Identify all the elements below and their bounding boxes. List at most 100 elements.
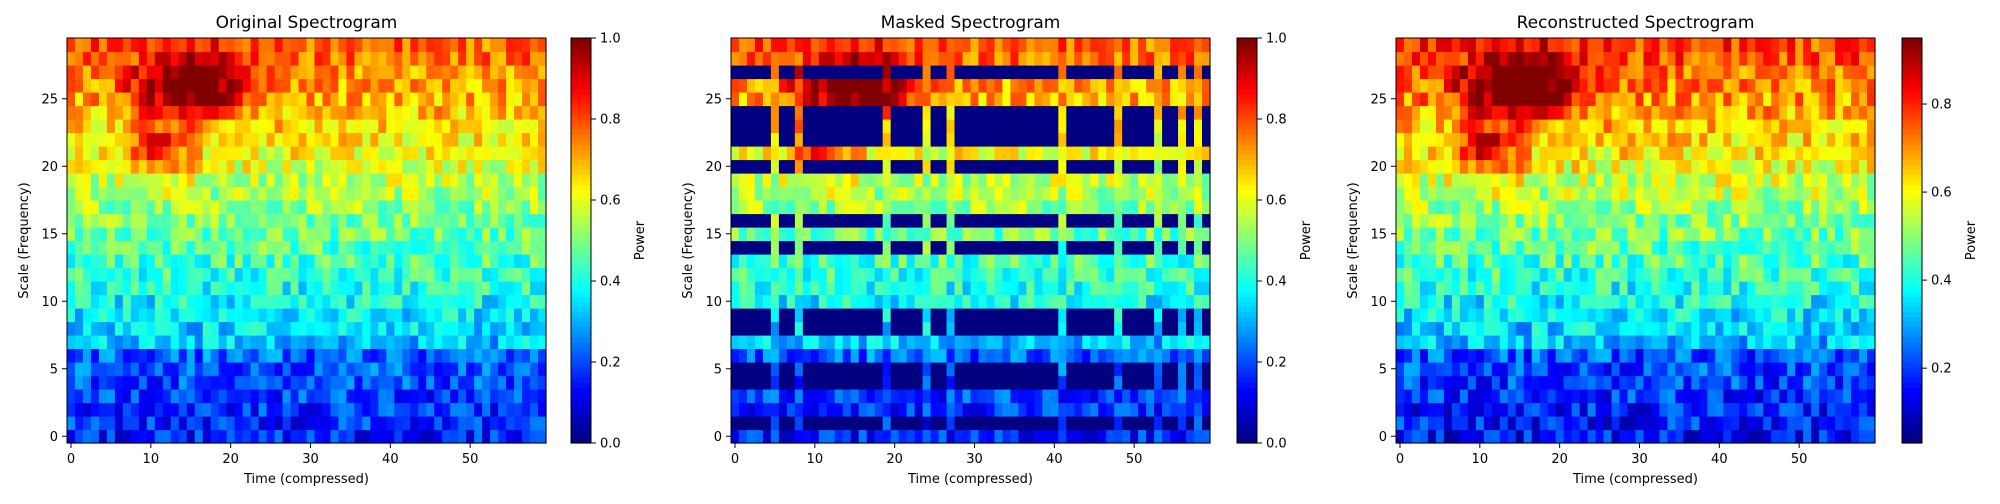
heatmap-cell xyxy=(251,430,260,444)
heatmap-cell xyxy=(779,173,788,187)
heatmap-cell xyxy=(907,119,916,133)
heatmap-cell xyxy=(530,322,539,336)
heatmap-cell xyxy=(1612,106,1621,120)
heatmap-cell xyxy=(163,200,172,214)
heatmap-cell xyxy=(107,160,116,174)
heatmap-cell xyxy=(899,281,908,295)
heatmap-cell xyxy=(538,376,547,390)
heatmap-cell xyxy=(1492,106,1501,120)
heatmap-cell xyxy=(514,376,523,390)
heatmap-cell xyxy=(1428,227,1437,241)
heatmap-cell xyxy=(243,79,252,93)
heatmap-cell xyxy=(915,376,924,390)
heatmap-cell xyxy=(322,281,331,295)
heatmap-cell xyxy=(1114,268,1123,282)
heatmap-cell xyxy=(755,430,764,444)
heatmap-cell xyxy=(1122,254,1131,268)
heatmap-cell xyxy=(978,106,987,120)
heatmap-cell xyxy=(1202,281,1211,295)
heatmap-cell xyxy=(1476,295,1485,309)
heatmap-cell xyxy=(1556,322,1565,336)
heatmap-cell xyxy=(1396,106,1405,120)
heatmap-cell xyxy=(99,308,108,322)
heatmap-cell xyxy=(1082,187,1091,201)
heatmap-cell xyxy=(1444,119,1453,133)
heatmap-cell xyxy=(1090,349,1099,363)
heatmap-cell xyxy=(1532,65,1541,79)
heatmap-cell xyxy=(179,38,188,52)
heatmap-cell xyxy=(883,254,892,268)
heatmap-cell xyxy=(1034,65,1043,79)
heatmap-cell xyxy=(354,200,363,214)
heatmap-cell xyxy=(235,349,244,363)
colorbar-segment xyxy=(1237,418,1257,424)
heatmap-cell xyxy=(1170,430,1179,444)
heatmap-cell xyxy=(1018,79,1027,93)
heatmap-cell xyxy=(1154,187,1163,201)
heatmap-cell xyxy=(474,52,483,66)
heatmap-cell xyxy=(498,295,507,309)
heatmap-cell xyxy=(1154,308,1163,322)
heatmap-cell xyxy=(147,38,156,52)
heatmap-cell xyxy=(747,416,756,430)
heatmap-cell xyxy=(1643,160,1652,174)
heatmap-cell xyxy=(338,79,347,93)
heatmap-cell xyxy=(1492,38,1501,52)
heatmap-cell xyxy=(811,295,820,309)
colorbar-tick-label: 0.6 xyxy=(600,194,621,209)
heatmap-cell xyxy=(1691,227,1700,241)
heatmap-cell xyxy=(1042,92,1051,106)
heatmap-cell xyxy=(1154,214,1163,228)
heatmap-cell xyxy=(219,295,228,309)
heatmap-cell xyxy=(978,254,987,268)
heatmap-cell xyxy=(187,349,196,363)
heatmap-cell xyxy=(1404,295,1413,309)
heatmap-cell xyxy=(466,160,475,174)
heatmap-cell xyxy=(1691,214,1700,228)
heatmap-cell xyxy=(899,119,908,133)
heatmap-cell xyxy=(330,200,339,214)
heatmap-cell xyxy=(107,308,116,322)
heatmap-cell xyxy=(1643,133,1652,147)
heatmap-cell xyxy=(1138,322,1147,336)
heatmap-cell xyxy=(354,308,363,322)
heatmap-cell xyxy=(442,52,451,66)
heatmap-cell xyxy=(779,227,788,241)
heatmap-cell xyxy=(179,200,188,214)
heatmap-cell xyxy=(267,133,276,147)
heatmap-cell xyxy=(1651,254,1660,268)
heatmap-cell xyxy=(1018,335,1027,349)
heatmap-cell xyxy=(1564,52,1573,66)
heatmap-cell xyxy=(123,187,132,201)
heatmap-cell xyxy=(1194,322,1203,336)
heatmap-cell xyxy=(931,227,940,241)
heatmap-cell xyxy=(1675,214,1684,228)
heatmap-cell xyxy=(219,187,228,201)
heatmap-cell xyxy=(275,119,284,133)
heatmap-cell xyxy=(1468,227,1477,241)
heatmap-cell xyxy=(947,146,956,160)
heatmap-cell xyxy=(139,38,148,52)
heatmap-cell xyxy=(195,308,204,322)
heatmap-cell xyxy=(1066,281,1075,295)
heatmap-cell xyxy=(1628,268,1637,282)
heatmap-cell xyxy=(1042,268,1051,282)
heatmap-cell xyxy=(514,227,523,241)
heatmap-cell xyxy=(1034,322,1043,336)
heatmap-cell xyxy=(235,187,244,201)
heatmap-cell xyxy=(410,200,419,214)
heatmap-cell xyxy=(131,214,140,228)
heatmap-cell xyxy=(1452,241,1461,255)
heatmap-cell xyxy=(1098,227,1107,241)
heatmap-cell xyxy=(1066,106,1075,120)
heatmap-cell xyxy=(915,119,924,133)
heatmap-cell xyxy=(330,403,339,417)
heatmap-cell xyxy=(1404,92,1413,106)
heatmap-cell xyxy=(99,254,108,268)
heatmap-cell xyxy=(243,389,252,403)
heatmap-cell xyxy=(187,254,196,268)
heatmap-cell xyxy=(291,322,300,336)
heatmap-cell xyxy=(370,349,379,363)
heatmap-cell xyxy=(1468,38,1477,52)
heatmap-cell xyxy=(506,92,515,106)
